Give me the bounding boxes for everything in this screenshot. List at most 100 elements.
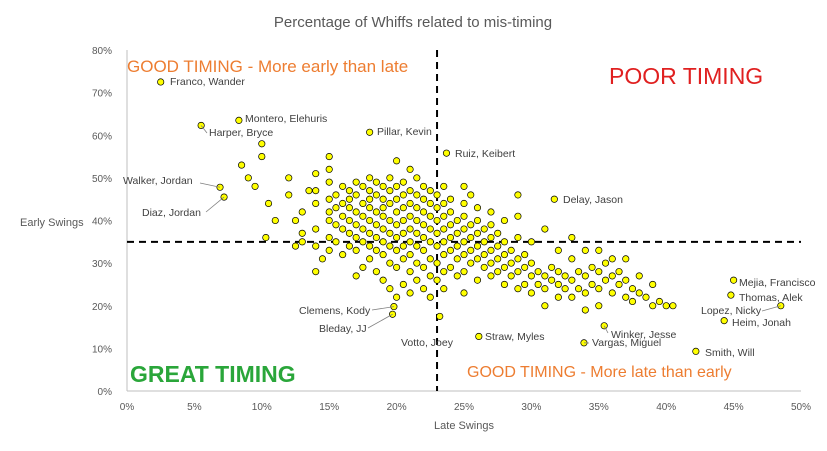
data-point bbox=[399, 255, 407, 263]
data-point bbox=[608, 272, 616, 280]
data-point bbox=[507, 259, 515, 267]
data-point bbox=[662, 302, 670, 310]
data-point bbox=[244, 174, 252, 182]
data-point bbox=[372, 191, 380, 199]
point-label: Pillar, Kevin bbox=[377, 126, 432, 138]
data-point bbox=[521, 280, 529, 288]
data-point bbox=[393, 293, 401, 301]
labeled-data-point bbox=[157, 78, 165, 86]
data-point bbox=[379, 195, 387, 203]
data-point bbox=[568, 293, 576, 301]
labeled-data-point bbox=[436, 312, 444, 320]
data-point bbox=[541, 302, 549, 310]
data-point bbox=[413, 229, 421, 237]
data-point bbox=[541, 285, 549, 293]
data-point bbox=[285, 174, 293, 182]
data-point bbox=[352, 272, 360, 280]
data-point bbox=[575, 285, 583, 293]
data-point bbox=[642, 293, 650, 301]
data-point bbox=[440, 225, 448, 233]
data-point bbox=[460, 182, 468, 190]
data-point bbox=[345, 195, 353, 203]
data-point bbox=[413, 174, 421, 182]
data-point bbox=[325, 208, 333, 216]
data-point bbox=[433, 216, 441, 225]
data-point bbox=[426, 293, 434, 301]
data-point bbox=[608, 289, 616, 297]
data-point bbox=[514, 285, 522, 293]
data-point bbox=[406, 238, 414, 246]
data-point bbox=[312, 225, 320, 233]
data-point bbox=[345, 187, 353, 195]
y-tick-label: 70% bbox=[92, 89, 112, 100]
data-point bbox=[527, 289, 535, 297]
data-point bbox=[406, 225, 414, 233]
data-point bbox=[433, 276, 441, 284]
data-point bbox=[500, 251, 508, 259]
data-point bbox=[467, 234, 475, 242]
data-point bbox=[446, 208, 455, 216]
data-point bbox=[446, 263, 455, 271]
data-point bbox=[588, 263, 596, 271]
point-label: Thomas, Alek bbox=[739, 292, 803, 304]
data-point bbox=[399, 242, 407, 250]
data-point bbox=[359, 199, 367, 208]
x-tick-label: 0% bbox=[120, 402, 135, 413]
data-point bbox=[628, 285, 637, 293]
quadrant-label-bottom-right: GOOD TIMING - More late than early bbox=[467, 364, 732, 381]
data-point bbox=[339, 212, 347, 220]
data-point bbox=[345, 204, 353, 212]
data-point bbox=[460, 212, 468, 220]
data-point bbox=[359, 182, 367, 190]
x-tick-label: 50% bbox=[791, 402, 811, 413]
data-point bbox=[345, 242, 353, 250]
data-point bbox=[514, 268, 522, 276]
labeled-data-point bbox=[550, 195, 558, 203]
data-point bbox=[473, 242, 482, 250]
labeled-data-point bbox=[366, 128, 374, 136]
data-point bbox=[372, 234, 380, 242]
point-label: Mejia, Francisco bbox=[739, 277, 816, 289]
data-point bbox=[514, 191, 522, 199]
data-point bbox=[568, 276, 576, 284]
data-point bbox=[345, 216, 353, 225]
data-point bbox=[339, 199, 347, 208]
data-point bbox=[285, 191, 293, 199]
data-point bbox=[622, 293, 630, 301]
data-point bbox=[622, 276, 630, 284]
leader-line bbox=[371, 306, 394, 311]
data-point bbox=[352, 234, 360, 242]
data-point bbox=[298, 229, 306, 237]
data-point bbox=[595, 285, 603, 293]
data-point bbox=[473, 276, 482, 284]
data-point bbox=[366, 229, 374, 237]
data-point bbox=[379, 204, 387, 212]
data-point bbox=[588, 280, 596, 288]
label-leader-lines bbox=[199, 125, 781, 344]
point-labels: Franco, Wander Montero, Elehuris Harper, B… bbox=[123, 76, 816, 359]
data-point bbox=[426, 212, 434, 220]
data-point bbox=[473, 204, 482, 212]
data-point bbox=[622, 255, 630, 263]
data-point bbox=[305, 187, 313, 195]
data-point bbox=[467, 191, 475, 199]
data-point bbox=[649, 302, 657, 310]
data-point bbox=[453, 229, 461, 237]
data-point bbox=[406, 187, 414, 195]
point-label: Votto, Joey bbox=[401, 337, 454, 349]
data-point bbox=[406, 251, 414, 259]
data-point bbox=[500, 263, 508, 271]
data-point bbox=[386, 174, 394, 182]
leader-line bbox=[199, 182, 221, 188]
data-point bbox=[366, 242, 374, 250]
data-point bbox=[575, 268, 583, 276]
data-point bbox=[480, 251, 488, 259]
data-point bbox=[298, 208, 306, 216]
data-point bbox=[467, 246, 475, 254]
labeled-data-point bbox=[730, 276, 738, 284]
labeled-data-point bbox=[720, 317, 728, 325]
point-label: Delay, Jason bbox=[563, 194, 623, 206]
data-point bbox=[372, 208, 380, 216]
data-point bbox=[554, 280, 562, 288]
